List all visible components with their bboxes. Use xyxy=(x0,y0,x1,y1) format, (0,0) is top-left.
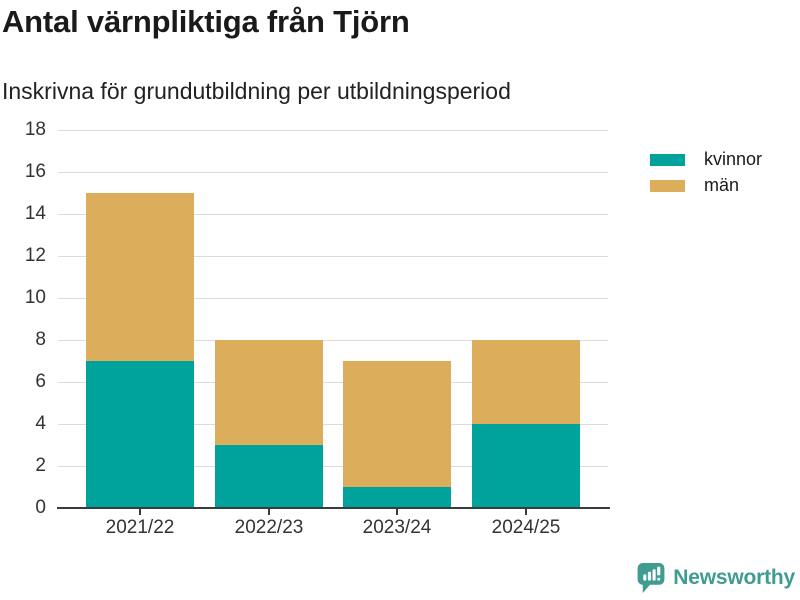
y-axis-tick-label: 6 xyxy=(35,371,46,392)
bar-segment-kvinnor xyxy=(472,424,580,508)
y-gridline xyxy=(58,297,608,299)
legend-swatch-kvinnor xyxy=(650,153,685,166)
bar-segment-män xyxy=(472,340,580,424)
y-gridline xyxy=(58,339,608,341)
x-axis-tick xyxy=(396,509,398,515)
y-gridline xyxy=(58,213,608,215)
legend-item-kvinnor: kvinnor xyxy=(650,149,762,170)
bar-segment-kvinnor xyxy=(343,487,451,508)
bar-segment-män xyxy=(86,193,194,361)
y-gridline xyxy=(58,171,608,173)
chart-subtitle: Inskrivna för grundutbildning per utbild… xyxy=(2,78,511,104)
x-axis-tick-label: 2022/23 xyxy=(234,517,304,538)
y-axis-tick-label: 0 xyxy=(35,497,46,518)
x-axis-tick xyxy=(525,509,527,515)
y-axis-tick-label: 16 xyxy=(24,161,46,182)
y-axis-tick-label: 8 xyxy=(35,329,46,350)
bar-segment-män xyxy=(215,340,323,445)
x-axis-line xyxy=(57,507,610,509)
x-axis-tick xyxy=(268,509,270,515)
legend-swatch-män xyxy=(650,179,685,192)
y-gridline xyxy=(58,129,608,131)
x-axis-tick xyxy=(139,509,141,515)
legend: kvinnor män xyxy=(650,149,762,201)
bar-segment-kvinnor xyxy=(86,361,194,508)
y-gridline xyxy=(58,381,608,383)
newsworthy-logo-icon xyxy=(637,563,665,593)
y-axis-tick-label: 4 xyxy=(35,413,46,434)
x-axis-tick-label: 2021/22 xyxy=(105,517,175,538)
bar-segment-män xyxy=(343,361,451,487)
chart-title: Antal värnpliktiga från Tjörn xyxy=(2,4,410,39)
legend-item-män: män xyxy=(650,175,762,196)
y-gridline xyxy=(58,255,608,257)
legend-label: män xyxy=(704,175,740,195)
bar-segment-kvinnor xyxy=(215,445,323,508)
x-axis-tick-label: 2023/24 xyxy=(362,517,432,538)
legend-label: kvinnor xyxy=(704,149,763,169)
y-gridline xyxy=(58,465,608,467)
y-axis-tick-label: 10 xyxy=(24,287,46,308)
y-axis-tick-label: 2 xyxy=(35,455,46,476)
x-axis-tick-label: 2024/25 xyxy=(491,517,561,538)
y-axis-tick-label: 14 xyxy=(24,203,46,224)
y-axis-tick-label: 12 xyxy=(24,245,46,266)
brand-name: Newsworthy xyxy=(673,566,795,589)
brand-footer: Newsworthy xyxy=(636,562,795,594)
y-gridline xyxy=(58,423,608,425)
y-axis-tick-label: 18 xyxy=(24,119,46,140)
